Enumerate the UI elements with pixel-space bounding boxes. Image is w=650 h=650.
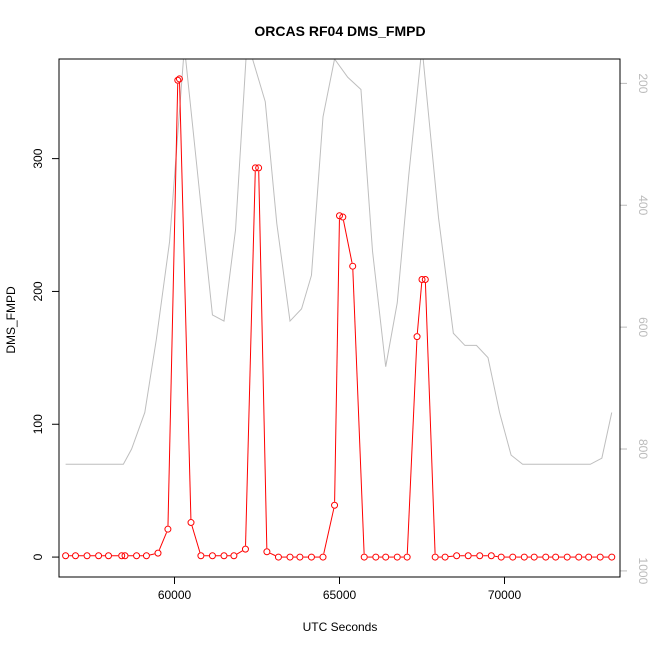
data-point [251,164,259,172]
data-point [208,552,216,560]
plot-frame [58,58,621,578]
series-left-segment [323,508,335,554]
chart-title: ORCAS RF04 DMS_FMPD [254,23,425,39]
data-point [286,553,294,561]
x-tick-label: 70000 [488,588,522,602]
data-point [575,553,583,561]
data-point [118,552,126,560]
series-left-segment [343,220,353,263]
series-left-segment [236,550,243,555]
data-point [331,501,339,509]
data-point [319,553,327,561]
data-point [255,164,263,172]
data-point [175,75,183,83]
y-axis-label: DMS_FMPD [4,286,18,354]
x-axis-label: UTC Seconds [303,620,378,634]
data-point [174,76,182,84]
data-point [413,333,421,341]
x-tick-label: 60000 [158,588,192,602]
data-point [307,553,315,561]
series-left-segment [149,553,155,556]
y-tick-label: 300 [31,148,45,168]
data-point [464,552,472,560]
data-point [585,553,593,561]
y2-tick-label: 1000 [636,558,650,585]
data-point [142,552,150,560]
data-point [487,552,495,560]
data-point [296,553,304,561]
series-left-segment [167,83,179,526]
series-left-segment [158,532,168,551]
series-left-segment [269,552,276,557]
series-left-segment [352,269,365,554]
data-point [230,552,238,560]
data-point [187,519,195,527]
data-point [263,548,271,556]
data-point [563,553,571,561]
series-right-line [65,59,613,465]
data-point [418,275,426,283]
data-point [360,553,368,561]
data-point [133,552,141,560]
series-layer [62,59,616,561]
data-point [542,553,550,561]
data-point [62,552,70,560]
data-point [552,553,560,561]
series-left-segment [334,219,340,502]
series-left-segment [416,282,423,334]
y2-tick-label: 400 [636,195,650,215]
data-point [403,553,411,561]
data-point [497,553,505,561]
data-point [509,553,517,561]
data-point [274,553,282,561]
data-point [431,553,439,561]
series-left-segment [191,525,201,553]
data-point [608,553,616,561]
data-point [441,553,449,561]
data-point [164,525,172,533]
data-point [72,552,79,560]
data-point [83,552,91,560]
data-point [520,553,528,561]
series-left-segment [448,555,454,558]
data-point [121,552,129,560]
data-point [349,262,357,270]
data-point [382,553,390,561]
data-point [95,552,103,560]
y-tick-label: 0 [31,553,45,560]
data-point [154,549,162,557]
axes-layer: 60000 65000 70000 0 100 200 300 200 400 600 800 100… [31,73,650,602]
x-tick-label: 65000 [323,588,357,602]
series-left-segment [179,82,192,520]
data-point [453,552,461,560]
data-point [197,552,205,560]
data-point [372,553,380,561]
data-point [476,552,484,560]
data-point [421,275,429,283]
data-point [339,213,347,221]
data-point [393,553,401,561]
series-left-segment [406,340,418,554]
data-point [241,545,249,553]
data-point [530,553,538,561]
data-point [596,553,604,561]
data-point [336,212,343,220]
series-left-segment [424,282,436,554]
series-left-segment [245,171,256,546]
y-tick-label: 200 [31,281,45,301]
y-tick-label: 100 [31,414,45,434]
series-left-segment [258,171,268,549]
data-point [105,552,112,560]
y2-tick-label: 600 [636,317,650,337]
data-point [220,552,228,560]
y2-tick-label: 200 [636,73,650,93]
y2-tick-label: 800 [636,439,650,459]
